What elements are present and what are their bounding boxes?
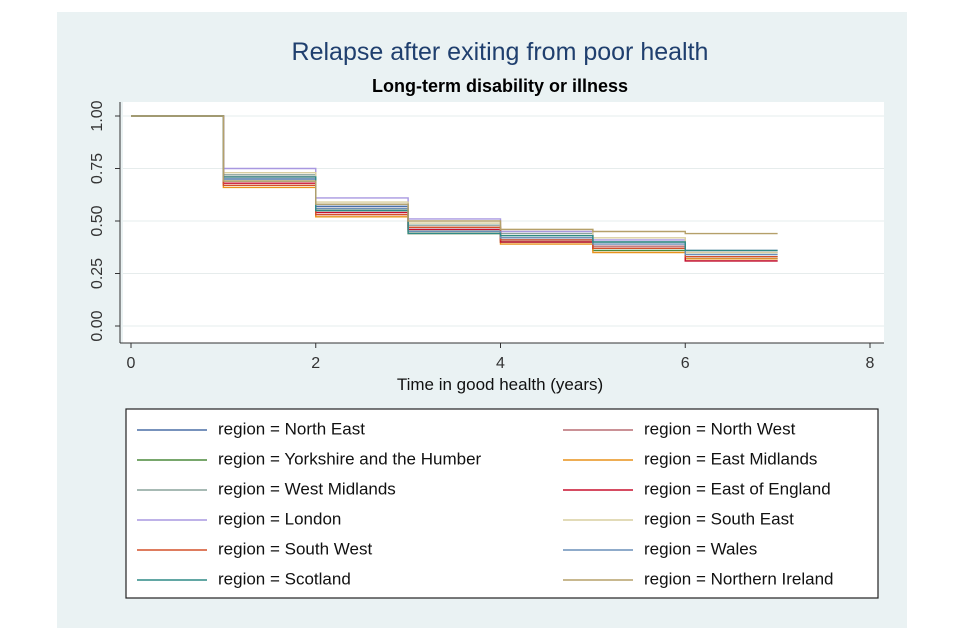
legend-label: region = Scotland xyxy=(218,569,351,588)
y-tick-label: 0.25 xyxy=(89,258,106,289)
x-axis-title: Time in good health (years) xyxy=(397,375,603,394)
axes: 0.00 0.25 0.50 0.75 1.00 0 2 4 6 8 xyxy=(89,100,884,372)
x-tick-label: 4 xyxy=(496,355,505,372)
legend-label: region = London xyxy=(218,509,341,528)
series-line-11 xyxy=(131,115,778,235)
x-tick-label: 2 xyxy=(311,355,320,372)
x-tick-label: 0 xyxy=(127,355,136,372)
legend-label: region = East of England xyxy=(644,479,831,498)
series-lines xyxy=(131,115,778,262)
series-line-8 xyxy=(131,115,778,258)
legend-label: region = South West xyxy=(218,539,372,558)
y-tick-label: 1.00 xyxy=(89,100,106,131)
series-line-10 xyxy=(131,115,778,252)
chart-subtitle: Long-term disability or illness xyxy=(372,76,628,96)
legend-label: region = South East xyxy=(644,509,794,528)
legend-label: region = Yorkshire and the Humber xyxy=(218,449,482,468)
series-line-7 xyxy=(131,115,778,254)
y-tick-label: 0.00 xyxy=(89,310,106,341)
legend-label: region = North West xyxy=(644,419,796,438)
legend-box xyxy=(125,408,879,599)
y-tick-label: 0.75 xyxy=(89,153,106,184)
series-line-9 xyxy=(131,115,778,256)
y-tick-label: 0.50 xyxy=(89,205,106,236)
legend-label: region = Northern Ireland xyxy=(644,569,833,588)
series-line-6 xyxy=(131,115,778,252)
chart-title: Relapse after exiting from poor health xyxy=(292,38,709,66)
legend-label: region = East Midlands xyxy=(644,449,817,468)
chart-svg: Relapse after exiting from poor health L… xyxy=(89,38,884,599)
legend-label: region = West Midlands xyxy=(218,479,396,498)
legend: region = North East region = North West re… xyxy=(137,419,833,588)
x-tick-label: 6 xyxy=(681,355,690,372)
plot-area xyxy=(123,102,884,343)
legend-label: region = North East xyxy=(218,419,365,438)
x-tick-label: 8 xyxy=(866,355,875,372)
legend-label: region = Wales xyxy=(644,539,757,558)
chart-figure: Relapse after exiting from poor health L… xyxy=(57,12,907,628)
